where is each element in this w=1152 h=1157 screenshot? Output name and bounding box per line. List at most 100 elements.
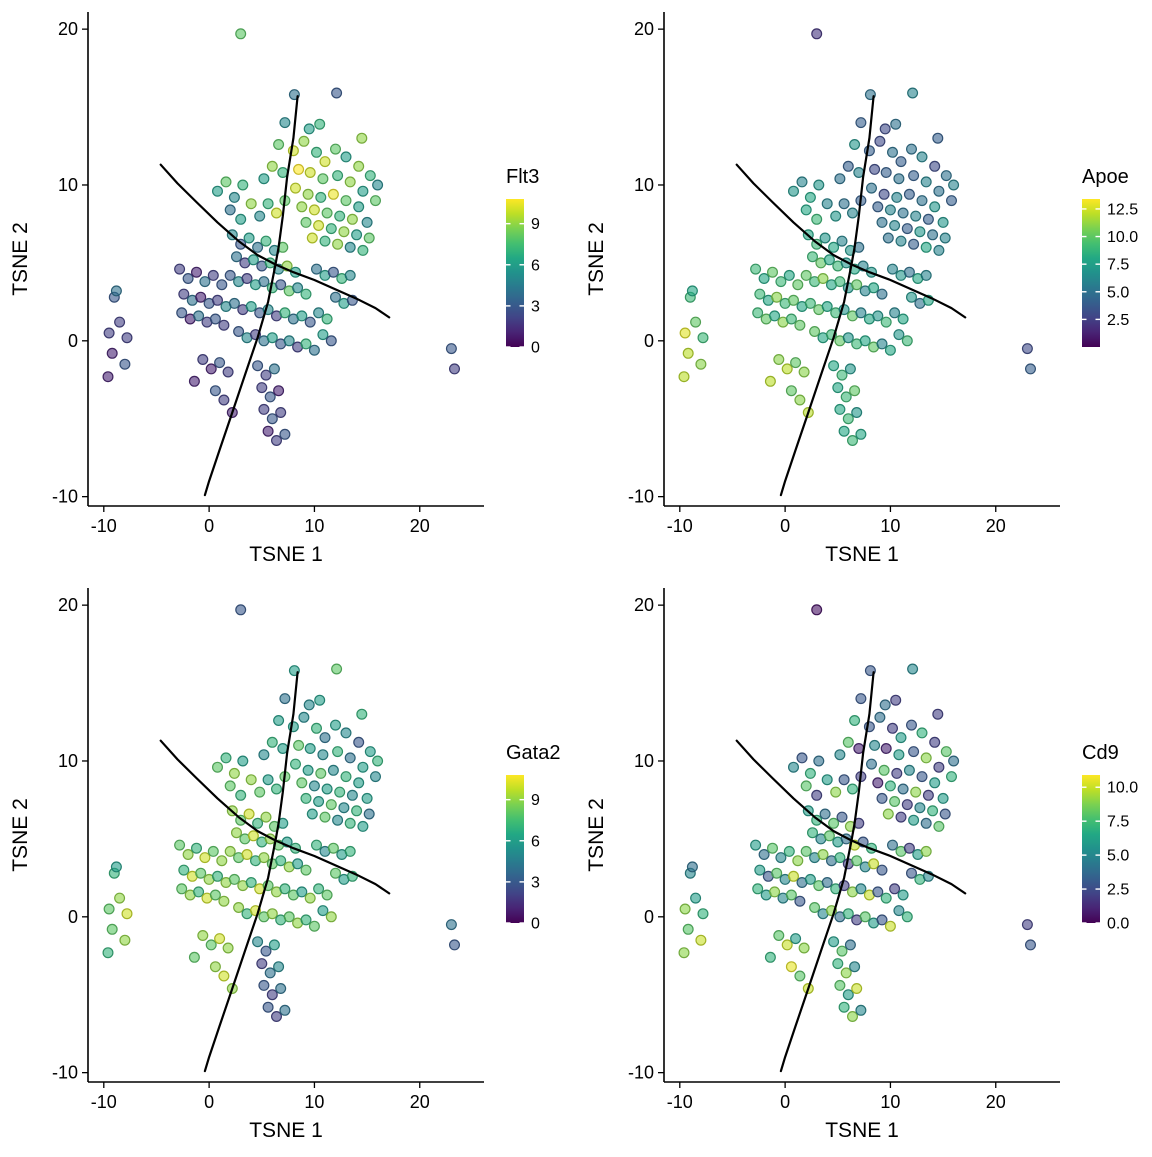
data-point — [266, 413, 278, 425]
data-point — [319, 732, 331, 744]
data-point — [361, 216, 373, 228]
data-point — [235, 28, 247, 40]
data-point — [849, 139, 861, 151]
data-point — [869, 739, 881, 751]
data-point — [207, 269, 219, 281]
data-point — [796, 176, 808, 188]
data-point — [823, 830, 835, 842]
data-point — [275, 983, 287, 995]
data-point — [332, 746, 344, 758]
trajectory-curve — [203, 671, 299, 1073]
data-point — [245, 877, 257, 889]
data-point — [878, 188, 890, 200]
legend-tick-label: 0.0 — [1107, 916, 1129, 933]
data-point — [235, 604, 247, 616]
legend-colorbar: Apoe 2.5 5.0 7.5 10.0 12.5 — [1082, 166, 1138, 347]
data-point — [855, 117, 867, 129]
data-point — [889, 796, 901, 808]
data-point — [920, 752, 932, 764]
data-point — [273, 139, 285, 151]
data-point — [212, 870, 224, 882]
data-point — [842, 908, 854, 920]
data-point — [340, 195, 352, 207]
tsne-panel-flt3: -10 0 10 20 -10 0 10 20 TSNE 1 TSNE 2 Flt3 0 3 6 9 — [9, 12, 540, 566]
data-point — [907, 663, 919, 675]
legend-tick-label: 7.5 — [1107, 814, 1129, 831]
data-point — [254, 786, 266, 798]
data-point — [836, 235, 848, 247]
data-point — [811, 604, 823, 616]
data-point — [889, 883, 901, 895]
data-point — [199, 852, 211, 864]
data-point — [321, 783, 333, 795]
data-point — [205, 363, 217, 375]
data-point — [260, 369, 272, 381]
x-axis-title: TSNE 1 — [825, 543, 899, 566]
data-point — [260, 235, 272, 247]
data-point — [847, 435, 859, 447]
y-tick-label: 10 — [634, 751, 654, 771]
data-point — [817, 849, 829, 861]
data-point — [266, 160, 278, 172]
y-tick-label: 10 — [58, 175, 78, 195]
data-point — [828, 936, 840, 948]
data-point — [353, 736, 365, 748]
data-point — [884, 344, 896, 356]
data-point — [363, 232, 375, 244]
data-point — [356, 708, 368, 720]
data-point — [842, 736, 854, 748]
data-point — [906, 867, 918, 879]
axes: -10 0 10 20 -10 0 10 20 TSNE 1 TSNE 2 — [9, 588, 484, 1142]
data-point — [887, 146, 899, 158]
data-point — [758, 273, 770, 285]
data-point — [449, 939, 461, 951]
points-layer — [678, 604, 1037, 1023]
data-point — [828, 360, 840, 372]
data-point — [859, 335, 871, 347]
data-point — [811, 789, 823, 801]
data-point — [897, 207, 909, 219]
data-point — [290, 182, 302, 194]
data-point — [243, 808, 255, 820]
data-point — [767, 842, 779, 854]
data-point — [880, 316, 892, 328]
data-point — [233, 902, 245, 914]
data-point — [844, 939, 856, 951]
data-point — [331, 663, 343, 675]
data-point — [914, 802, 926, 814]
data-point — [344, 817, 356, 829]
data-point — [828, 241, 840, 253]
data-point — [271, 207, 283, 219]
data-point — [906, 143, 918, 155]
data-point — [939, 232, 951, 244]
data-point — [317, 905, 329, 917]
data-point — [264, 391, 276, 403]
data-point — [237, 755, 249, 767]
legend-tick-label: 9 — [531, 216, 540, 233]
data-point — [296, 201, 308, 213]
legend-title: Gata2 — [506, 742, 560, 764]
data-point — [792, 279, 804, 291]
data-point — [327, 764, 339, 776]
axes: -10 0 10 20 -10 0 10 20 TSNE 1 TSNE 2 — [585, 588, 1060, 1142]
data-point — [315, 767, 327, 779]
data-point — [357, 761, 369, 773]
data-point — [311, 263, 323, 275]
data-point — [948, 179, 960, 191]
y-tick-label: 10 — [58, 751, 78, 771]
data-point — [119, 358, 131, 370]
data-point — [340, 727, 352, 739]
data-point — [874, 135, 886, 147]
data-point — [209, 961, 221, 973]
data-point — [884, 920, 896, 932]
data-point — [836, 811, 848, 823]
data-point — [920, 176, 932, 188]
data-point — [817, 273, 829, 285]
data-point — [319, 235, 331, 247]
y-tick-label: -10 — [52, 1063, 78, 1083]
data-point — [231, 827, 243, 839]
data-point — [882, 808, 894, 820]
data-point — [879, 699, 891, 711]
data-point — [849, 961, 861, 973]
data-point — [849, 715, 861, 727]
